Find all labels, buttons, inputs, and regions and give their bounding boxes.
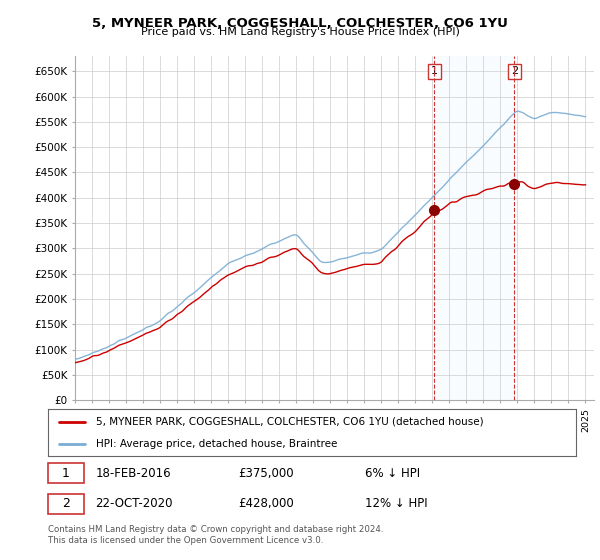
- Text: 6% ↓ HPI: 6% ↓ HPI: [365, 467, 420, 480]
- Text: 5, MYNEER PARK, COGGESHALL, COLCHESTER, CO6 1YU (detached house): 5, MYNEER PARK, COGGESHALL, COLCHESTER, …: [95, 417, 483, 427]
- Text: £428,000: £428,000: [238, 497, 294, 510]
- Text: 5, MYNEER PARK, COGGESHALL, COLCHESTER, CO6 1YU: 5, MYNEER PARK, COGGESHALL, COLCHESTER, …: [92, 17, 508, 30]
- Text: 2: 2: [511, 67, 518, 77]
- Text: 2: 2: [62, 497, 70, 510]
- Text: 1: 1: [431, 67, 438, 77]
- Text: £375,000: £375,000: [238, 467, 294, 480]
- Text: Price paid vs. HM Land Registry's House Price Index (HPI): Price paid vs. HM Land Registry's House …: [140, 27, 460, 37]
- Text: Contains HM Land Registry data © Crown copyright and database right 2024.
This d: Contains HM Land Registry data © Crown c…: [48, 525, 383, 545]
- Text: 12% ↓ HPI: 12% ↓ HPI: [365, 497, 427, 510]
- Text: HPI: Average price, detached house, Braintree: HPI: Average price, detached house, Brai…: [95, 438, 337, 449]
- Text: 18-FEB-2016: 18-FEB-2016: [95, 467, 171, 480]
- Text: 1: 1: [62, 467, 70, 480]
- Bar: [434, 56, 514, 400]
- FancyBboxPatch shape: [48, 463, 84, 483]
- Text: 22-OCT-2020: 22-OCT-2020: [95, 497, 173, 510]
- FancyBboxPatch shape: [48, 494, 84, 514]
